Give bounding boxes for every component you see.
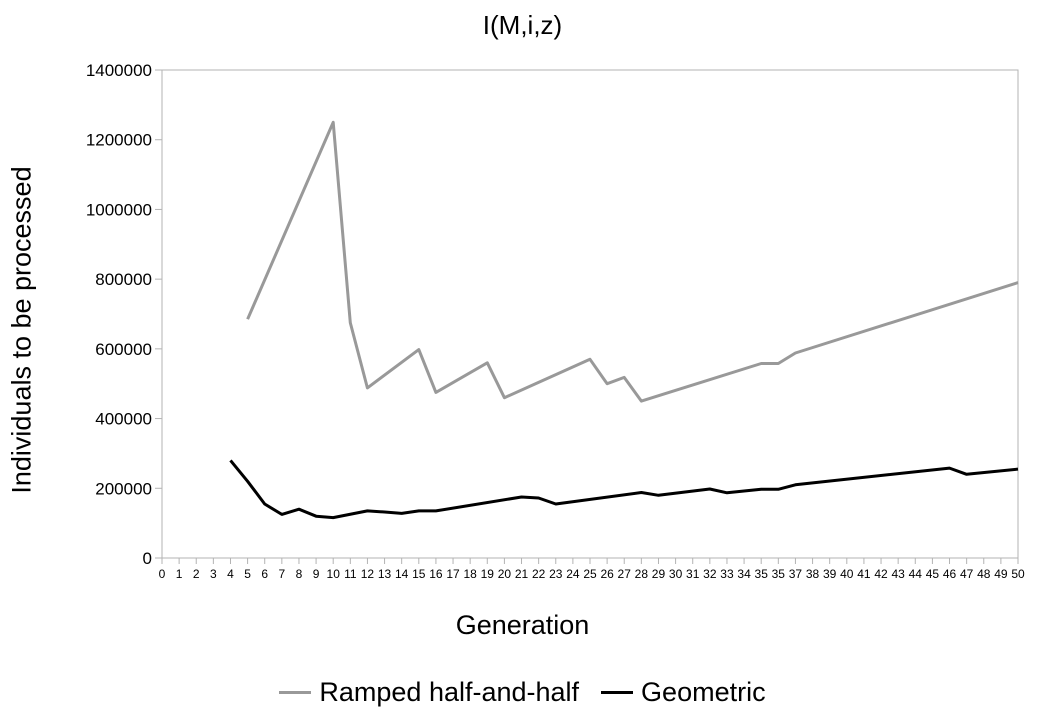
series-layer xyxy=(229,120,1019,520)
legend-swatch-ramped xyxy=(279,691,312,694)
x-tick-label: 24 xyxy=(566,567,580,581)
x-tick-label: 31 xyxy=(686,567,700,581)
y-tick-label: 800000 xyxy=(95,270,152,289)
legend-swatch-geometric xyxy=(601,691,634,694)
x-tick-label: 12 xyxy=(361,567,375,581)
x-tick-label: 10 xyxy=(327,567,341,581)
y-tick-label: 0 xyxy=(143,549,152,568)
x-tick-label: 33 xyxy=(720,567,734,581)
x-tick-label: 35 xyxy=(772,567,786,581)
x-tick-label: 38 xyxy=(806,567,820,581)
x-tick-label: 35 xyxy=(755,567,769,581)
x-tick-label: 25 xyxy=(583,567,597,581)
x-tick-label: 13 xyxy=(378,567,392,581)
y-tick-label: 1000000 xyxy=(86,200,152,219)
legend-label-ramped: Ramped half-and-half xyxy=(319,677,580,707)
legend: Ramped half-and-half Geometric xyxy=(0,677,1045,708)
x-tick-label: 42 xyxy=(874,567,888,581)
y-tick-label: 400000 xyxy=(95,410,152,429)
x-tick-label: 23 xyxy=(549,567,563,581)
x-tick-label: 27 xyxy=(618,567,632,581)
x-tick-label: 48 xyxy=(977,567,991,581)
axes: 0 200000 400000 600000 800000 1000000 1200000 1… xyxy=(86,61,1025,581)
x-tick-label: 29 xyxy=(652,567,666,581)
x-tick-label: 32 xyxy=(703,567,717,581)
x-tick-label: 47 xyxy=(960,567,974,581)
x-tick-label: 49 xyxy=(994,567,1008,581)
legend-item-ramped: Ramped half-and-half xyxy=(279,677,579,708)
y-tick-label: 600000 xyxy=(95,340,152,359)
x-tick-label: 2 xyxy=(193,567,200,581)
x-tick-label: 15 xyxy=(412,567,426,581)
x-tick-label: 7 xyxy=(278,567,285,581)
x-tick-label: 17 xyxy=(446,567,460,581)
chart-title: I(M,i,z) xyxy=(482,10,563,40)
x-tick-label: 22 xyxy=(532,567,546,581)
x-tick-label: 5 xyxy=(244,567,251,581)
x-tick-label: 41 xyxy=(857,567,871,581)
x-tick-label: 9 xyxy=(313,567,320,581)
x-tick-label: 1 xyxy=(176,567,183,581)
x-axis-title: Generation xyxy=(455,610,590,640)
x-tick-label: 16 xyxy=(429,567,443,581)
x-tick-label: 8 xyxy=(296,567,303,581)
plot-area-border xyxy=(161,69,1019,559)
legend-item-geometric: Geometric xyxy=(601,677,766,708)
x-tick-label: 45 xyxy=(926,567,940,581)
x-tick-label: 18 xyxy=(463,567,477,581)
x-tick-label: 0 xyxy=(159,567,166,581)
x-tick-label: 40 xyxy=(840,567,854,581)
x-tick-label: 20 xyxy=(498,567,512,581)
x-tick-label: 50 xyxy=(1011,567,1025,581)
x-tick-label: 21 xyxy=(515,567,529,581)
series-line-ramped xyxy=(246,120,1019,403)
y-axis-title: Individuals to be processed xyxy=(6,166,37,494)
y-tick-label: 200000 xyxy=(95,479,152,498)
x-tick-label: 26 xyxy=(600,567,614,581)
y-tick-label: 1200000 xyxy=(86,131,152,150)
x-tick-label: 14 xyxy=(395,567,409,581)
x-tick-label: 28 xyxy=(635,567,649,581)
x-tick-label: 43 xyxy=(891,567,905,581)
x-tick-label: 6 xyxy=(261,567,268,581)
y-tick-label: 1400000 xyxy=(86,61,152,80)
x-tick-label: 39 xyxy=(823,567,837,581)
series-line-geometric xyxy=(229,459,1019,520)
x-tick-label: 46 xyxy=(943,567,957,581)
x-tick-label: 44 xyxy=(909,567,923,581)
x-tick-label: 3 xyxy=(210,567,217,581)
legend-label-geometric: Geometric xyxy=(641,677,766,707)
x-tick-label: 4 xyxy=(227,567,234,581)
x-tick-label: 19 xyxy=(481,567,495,581)
x-tick-label: 34 xyxy=(737,567,751,581)
x-tick-label: 37 xyxy=(789,567,803,581)
x-tick-label: 30 xyxy=(669,567,683,581)
x-tick-label: 11 xyxy=(344,567,357,581)
